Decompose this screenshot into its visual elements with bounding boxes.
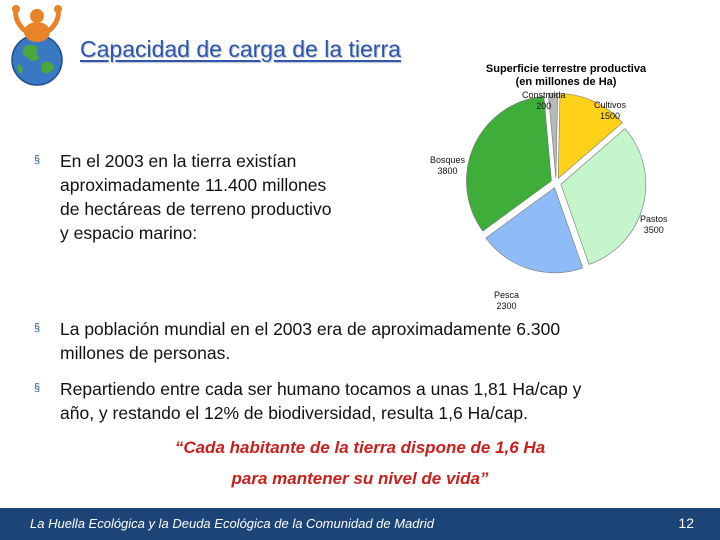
pie-chart-title-line: Superficie terrestre productiva (485, 63, 647, 75)
page-number: 12 (678, 515, 694, 531)
pie-chart: Superficie terrestre productiva (en mill… (428, 58, 720, 312)
pie-slice-category: Pesca (494, 290, 520, 300)
bullet-icon: § (34, 322, 41, 334)
earth-figure-logo (4, 2, 70, 90)
slide-title: Capacidad de carga de la tierra (80, 36, 401, 62)
quote-line: “Cada habitante de la tierra dispone de … (174, 438, 546, 457)
pie-slice-value: 3800 (437, 166, 458, 176)
earth-figure-icon (11, 5, 63, 86)
pie-slice-label: Cultivos 1500 (594, 100, 626, 122)
pie-slice-bosques (466, 95, 552, 232)
pie-slice-label: Bosques 3800 (430, 155, 465, 177)
pie-chart-title-line: (en millones de Ha) (515, 76, 617, 88)
bullet-line: En el 2003 en la tierra existían (60, 151, 297, 171)
pie-slice-value: 1500 (599, 111, 621, 121)
pie-slice-category: Pastos (640, 214, 668, 224)
bullet-line: millones de personas. (60, 343, 231, 363)
pie-slice-category: Construida (522, 90, 566, 100)
pie-slice-label: Pastos 3500 (640, 214, 668, 236)
quote-line: para mantener su nivel de vida” (231, 469, 489, 488)
pie-slice-category: Cultivos (594, 100, 627, 110)
footer-text: La Huella Ecológica y la Deuda Ecológica… (30, 516, 434, 531)
bullet-text: La población mundial en el 2003 era de a… (60, 317, 560, 365)
bullet-line: aproximadamente 11.400 millones (60, 175, 327, 195)
bullet-line: y espacio marino: (60, 223, 198, 243)
bullet-text: Repartiendo entre cada ser humano tocamo… (60, 377, 581, 425)
bullet-line: año, y restando el 12% de biodiversidad,… (60, 403, 528, 423)
pie-chart-plot (466, 92, 647, 274)
pie-chart-title: Superficie terrestre productiva (en mill… (466, 63, 666, 89)
pie-slice-pesca (485, 187, 584, 274)
bullet-text: En el 2003 en la tierra existían aproxim… (60, 149, 331, 245)
bullet-icon: § (34, 154, 41, 166)
pie-slice-value: 2300 (496, 301, 517, 311)
bullet-line: La población mundial en el 2003 era de a… (60, 319, 561, 339)
pie-slice-value: 3500 (643, 225, 664, 235)
bullet-line: de hectáreas de terreno productivo (60, 199, 332, 219)
bullet-line: Repartiendo entre cada ser humano tocamo… (60, 379, 582, 399)
footer-bar: La Huella Ecológica y la Deuda Ecológica… (0, 508, 720, 540)
bullet-icon: § (34, 382, 41, 394)
pie-slice-label: Construida 200 (522, 90, 566, 112)
pie-slice-value: 200 (536, 101, 552, 111)
pie-slice-category: Bosques (430, 155, 466, 165)
pie-slice-label: Pesca 2300 (494, 290, 519, 312)
pie-slice-construida (547, 92, 559, 179)
pie-slice-pastos (560, 128, 647, 265)
pie-slice-cultivos (557, 93, 623, 180)
